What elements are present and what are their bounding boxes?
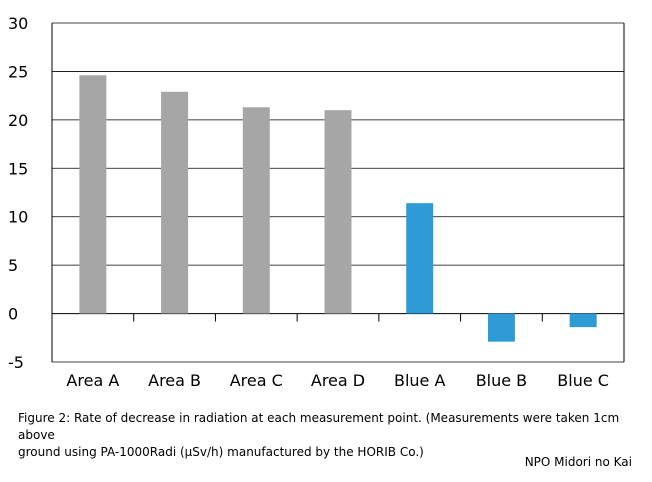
y-tick-label: 5 [8,256,18,275]
x-category-label: Blue C [557,371,609,390]
bar-blue-c [569,313,597,328]
y-tick-label: 30 [8,14,28,33]
x-category-label: Area D [311,371,365,390]
y-tick-label: 15 [8,159,28,178]
x-category-label: Area B [148,371,201,390]
y-tick-label: 25 [8,62,28,81]
x-category-label: Blue B [476,371,527,390]
caption-line-2: ground using PA-1000Radi (μSv/h) manufac… [18,445,424,459]
figure-caption: Figure 2: Rate of decrease in radiation … [18,410,638,461]
bar-blue-a [406,203,434,314]
caption-line-1: Figure 2: Rate of decrease in radiation … [18,411,620,442]
x-category-label: Area C [230,371,283,390]
x-category-label: Area A [66,371,119,390]
bar-area-a [79,75,107,314]
y-tick-label: 0 [8,305,18,324]
y-tick-label: 10 [8,208,28,227]
bar-area-d [324,110,352,314]
y-tick-label: -5 [8,353,24,372]
y-tick-label: 20 [8,111,28,130]
bar-chart: 30 25 20 15 10 5 0 -5 Area A Area B Area C Area D Bl… [8,14,625,390]
credit-text: NPO Midori no Kai [524,455,632,469]
bar-area-c [242,107,270,314]
bar-blue-b [487,313,515,342]
x-category-label: Blue A [394,371,445,390]
bar-area-b [161,91,189,314]
